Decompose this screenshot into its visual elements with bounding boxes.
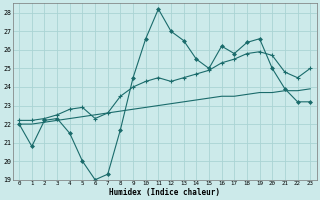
- X-axis label: Humidex (Indice chaleur): Humidex (Indice chaleur): [109, 188, 220, 197]
